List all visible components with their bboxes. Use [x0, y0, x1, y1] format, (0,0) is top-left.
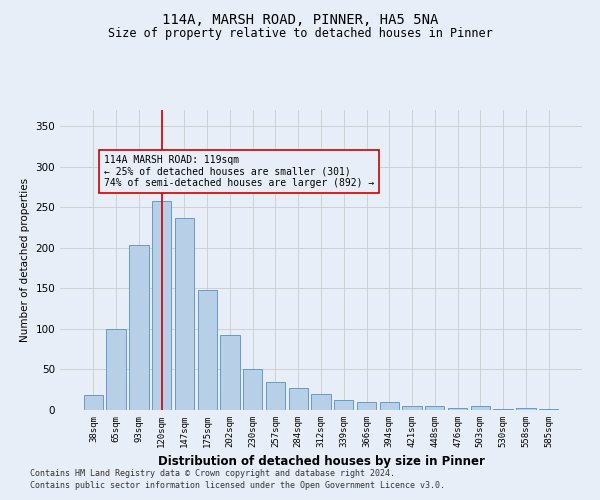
X-axis label: Distribution of detached houses by size in Pinner: Distribution of detached houses by size …: [158, 456, 484, 468]
Text: Contains public sector information licensed under the Open Government Licence v3: Contains public sector information licen…: [30, 481, 445, 490]
Bar: [311, 394, 331, 410]
Bar: [106, 329, 126, 410]
Bar: [220, 334, 239, 410]
Bar: [448, 408, 467, 410]
Bar: [403, 406, 422, 410]
Bar: [470, 406, 490, 410]
Bar: [197, 290, 217, 410]
Y-axis label: Number of detached properties: Number of detached properties: [20, 178, 30, 342]
Bar: [334, 400, 353, 410]
Bar: [175, 218, 194, 410]
Bar: [516, 408, 536, 410]
Bar: [289, 388, 308, 410]
Bar: [129, 246, 149, 410]
Bar: [380, 402, 399, 410]
Bar: [152, 201, 172, 410]
Bar: [266, 382, 285, 410]
Text: 114A MARSH ROAD: 119sqm
← 25% of detached houses are smaller (301)
74% of semi-d: 114A MARSH ROAD: 119sqm ← 25% of detache…: [104, 154, 374, 188]
Bar: [243, 370, 262, 410]
Text: Contains HM Land Registry data © Crown copyright and database right 2024.: Contains HM Land Registry data © Crown c…: [30, 468, 395, 477]
Text: Size of property relative to detached houses in Pinner: Size of property relative to detached ho…: [107, 28, 493, 40]
Bar: [84, 396, 103, 410]
Bar: [539, 409, 558, 410]
Bar: [425, 406, 445, 410]
Bar: [357, 402, 376, 410]
Text: 114A, MARSH ROAD, PINNER, HA5 5NA: 114A, MARSH ROAD, PINNER, HA5 5NA: [162, 12, 438, 26]
Bar: [493, 409, 513, 410]
